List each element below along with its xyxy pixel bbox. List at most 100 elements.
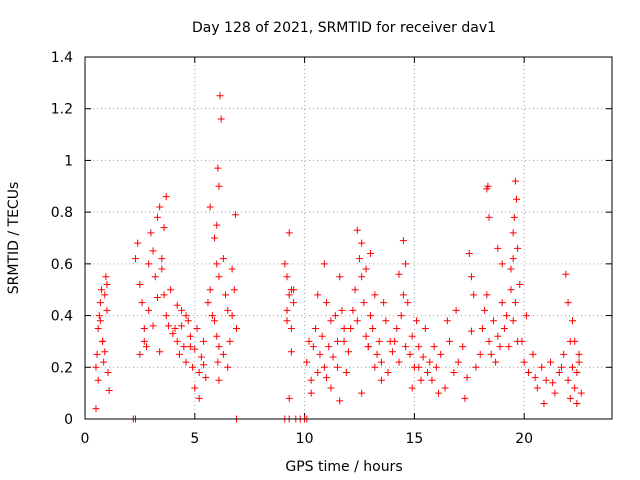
chart-title: Day 128 of 2021, SRMTID for receiver dav… [192, 20, 496, 36]
data-point [287, 325, 295, 332]
data-point [105, 387, 113, 395]
data-point [182, 312, 190, 320]
data-point [211, 317, 219, 325]
data-point [573, 399, 581, 407]
data-point [178, 306, 186, 314]
data-point [140, 337, 148, 345]
data-point [215, 182, 223, 190]
y-tick-label: 0.8 [51, 205, 73, 221]
data-point [162, 312, 170, 320]
data-point [362, 332, 370, 340]
data-point [95, 312, 103, 320]
data-point [575, 350, 583, 358]
data-point [145, 260, 153, 268]
data-point [340, 337, 348, 345]
data-points [92, 92, 585, 423]
data-point [432, 363, 440, 371]
data-point [290, 299, 298, 307]
data-point [509, 255, 517, 263]
data-point [484, 182, 492, 190]
data-point [191, 345, 199, 353]
data-point [520, 358, 528, 366]
data-point [215, 273, 223, 281]
x-tick-label: 15 [405, 431, 423, 447]
data-point [450, 368, 458, 376]
data-point [283, 317, 291, 325]
data-point [489, 317, 497, 325]
data-point [215, 343, 223, 351]
data-point [285, 394, 293, 402]
data-point [492, 358, 500, 366]
data-point [562, 270, 570, 278]
data-point [415, 363, 423, 371]
y-tick-label: 0.4 [51, 309, 73, 325]
data-point [470, 291, 478, 299]
data-point [402, 343, 410, 351]
data-point [395, 358, 403, 366]
data-point [371, 363, 379, 371]
data-point [195, 394, 203, 402]
data-point [316, 350, 324, 358]
data-point [382, 317, 390, 325]
data-point [568, 317, 576, 325]
data-point [211, 234, 219, 242]
data-point [380, 299, 388, 307]
data-point [511, 299, 519, 307]
data-point [149, 322, 157, 330]
data-point [564, 299, 572, 307]
data-point [430, 343, 438, 351]
y-tick-label: 1.4 [51, 50, 73, 66]
data-point [395, 270, 403, 278]
data-point [329, 353, 337, 361]
data-point [230, 286, 238, 294]
data-point [164, 322, 172, 330]
data-point [452, 306, 460, 314]
data-point [140, 325, 148, 332]
data-point [290, 286, 298, 294]
data-point [204, 299, 212, 307]
data-point [393, 325, 401, 332]
data-point [454, 358, 462, 366]
data-point [507, 265, 515, 273]
data-point [338, 306, 346, 314]
data-point [97, 286, 105, 294]
data-point [178, 322, 186, 330]
data-point [355, 255, 363, 263]
data-point [369, 325, 377, 332]
data-point [426, 358, 434, 366]
data-point [200, 337, 208, 345]
data-point [366, 250, 374, 258]
data-point [514, 244, 522, 252]
data-point [549, 379, 557, 387]
data-point [399, 237, 407, 245]
data-point [441, 384, 449, 392]
data-point [314, 368, 322, 376]
data-point [485, 213, 493, 221]
data-point [560, 350, 568, 358]
data-point [191, 384, 199, 392]
data-point [101, 291, 109, 299]
data-point [94, 325, 102, 332]
data-point [347, 325, 355, 332]
data-point [467, 273, 475, 281]
data-point [202, 374, 210, 382]
data-point [104, 368, 112, 376]
data-point [568, 363, 576, 371]
data-point [399, 291, 407, 299]
data-point [358, 273, 366, 281]
x-tick-label: 0 [81, 431, 90, 447]
data-point [377, 358, 385, 366]
data-point [540, 399, 548, 407]
data-point [404, 299, 412, 307]
data-point [323, 374, 331, 382]
data-point [505, 343, 513, 351]
data-point [320, 260, 328, 268]
data-point [285, 291, 293, 299]
data-point [189, 363, 197, 371]
data-point [149, 247, 157, 255]
data-point [512, 195, 520, 203]
data-point [158, 265, 166, 273]
data-point [522, 312, 530, 320]
